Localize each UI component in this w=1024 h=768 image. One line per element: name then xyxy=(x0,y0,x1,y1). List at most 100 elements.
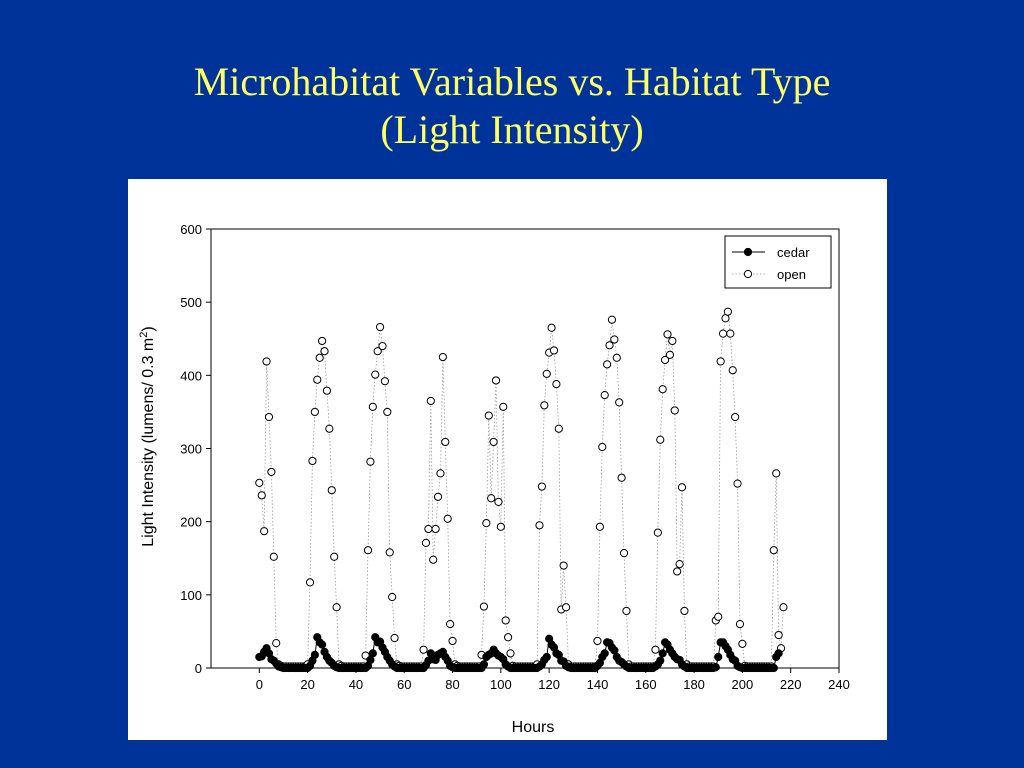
data-point-open xyxy=(501,616,510,625)
data-point-open xyxy=(327,486,336,495)
data-point-open xyxy=(436,469,445,478)
data-point-open xyxy=(491,376,501,385)
data-point-open xyxy=(607,315,617,324)
data-point-open xyxy=(448,636,457,646)
x-tick-label: 20 xyxy=(300,677,314,692)
data-point-open xyxy=(658,385,667,394)
data-point-open xyxy=(559,561,568,570)
data-point-open xyxy=(429,555,438,564)
data-point-open xyxy=(723,307,732,316)
data-point-open xyxy=(653,528,662,537)
data-point-open xyxy=(489,437,498,447)
data-point-open xyxy=(421,538,431,547)
data-point-open xyxy=(479,602,489,611)
data-point-cedar xyxy=(711,663,720,672)
data-point-open xyxy=(595,522,604,531)
data-point-cedar xyxy=(542,652,551,662)
legend-label-cedar: cedar xyxy=(777,245,810,260)
x-axis-title: Hours xyxy=(512,719,555,736)
data-point-open xyxy=(612,353,621,362)
data-point-open xyxy=(371,370,380,379)
data-point-open xyxy=(675,560,684,569)
x-tick-label: 100 xyxy=(490,677,512,692)
data-point-open xyxy=(598,442,607,452)
legend-label-open: open xyxy=(777,267,806,282)
data-point-open xyxy=(308,456,317,466)
data-point-open xyxy=(499,402,508,411)
data-point-open xyxy=(619,549,629,558)
data-point-open xyxy=(670,406,679,415)
data-point-open xyxy=(388,592,397,602)
data-point-open xyxy=(716,357,725,366)
data-point-open xyxy=(728,366,737,375)
data-point-open xyxy=(617,473,626,482)
data-point-open xyxy=(269,552,278,561)
data-point-open xyxy=(680,606,689,616)
data-point-cedar xyxy=(479,660,489,669)
data-point-cedar xyxy=(310,650,319,659)
data-point-open xyxy=(779,603,788,612)
data-point-open xyxy=(542,369,551,378)
data-point-open xyxy=(735,620,745,629)
y-tick-label: 300 xyxy=(180,442,202,457)
slide-title-line1: Microhabitat Variables vs. Habitat Type xyxy=(193,59,831,104)
slide-title: Microhabitat Variables vs. Habitat Type … xyxy=(0,58,1024,154)
data-point-open xyxy=(419,645,428,654)
data-point-cedar xyxy=(318,640,327,649)
data-point-open xyxy=(496,522,505,531)
data-point-open xyxy=(383,407,392,417)
data-point-open xyxy=(726,329,735,338)
data-point-open xyxy=(313,375,322,384)
data-point-open xyxy=(552,380,561,389)
data-point-open xyxy=(506,649,515,658)
data-point-open xyxy=(668,336,677,346)
data-point-open xyxy=(549,346,559,355)
y-tick-label: 600 xyxy=(180,222,202,237)
data-point-open xyxy=(772,469,781,478)
data-point-open xyxy=(441,437,450,447)
data-point-open xyxy=(443,514,452,523)
legend-marker-open xyxy=(743,269,753,279)
data-point-open xyxy=(482,519,491,528)
data-point-open xyxy=(325,424,334,433)
y-tick-label: 200 xyxy=(180,515,202,530)
x-tick-label: 120 xyxy=(538,677,560,692)
x-tick-label: 200 xyxy=(732,677,754,692)
data-point-open xyxy=(262,357,271,366)
data-point-cedar xyxy=(658,649,667,658)
data-point-open xyxy=(494,497,503,507)
data-point-open xyxy=(718,329,728,338)
data-point-open xyxy=(257,491,266,500)
legend-box xyxy=(724,235,832,289)
data-point-cedar xyxy=(368,649,377,658)
data-point-open xyxy=(330,552,339,561)
x-tick-label: 60 xyxy=(397,677,411,692)
data-point-open xyxy=(390,633,399,643)
data-point-open xyxy=(593,636,602,646)
data-point-open xyxy=(600,390,609,400)
data-point-open xyxy=(431,524,440,534)
data-point-open xyxy=(660,355,670,365)
x-tick-label: 180 xyxy=(683,677,705,692)
data-point-open xyxy=(540,401,549,410)
data-point-open xyxy=(615,398,624,407)
y-tick-label: 400 xyxy=(180,368,202,383)
data-point-open xyxy=(665,350,675,359)
data-point-cedar xyxy=(774,649,783,658)
chart-panel: 0 20 40 60 80 100 120 140 160 180 200 220 240 0 100 200… xyxy=(128,179,887,740)
data-point-open xyxy=(366,457,375,466)
data-point-open xyxy=(426,396,435,406)
data-point-open xyxy=(375,322,385,332)
y-axis-title: Light Intensity (lumens/ 0.3 m2) xyxy=(138,326,157,546)
data-point-open xyxy=(603,360,612,369)
y-tick-label: 100 xyxy=(180,588,202,603)
data-point-open xyxy=(733,479,742,488)
x-tick-label: 80 xyxy=(445,677,459,692)
series-line-open xyxy=(258,311,784,667)
data-point-open xyxy=(385,548,394,557)
data-point-open xyxy=(561,603,571,612)
x-tick-label: 140 xyxy=(587,677,609,692)
data-point-open xyxy=(663,330,672,339)
data-point-open xyxy=(378,341,387,351)
data-point-cedar xyxy=(714,652,723,662)
